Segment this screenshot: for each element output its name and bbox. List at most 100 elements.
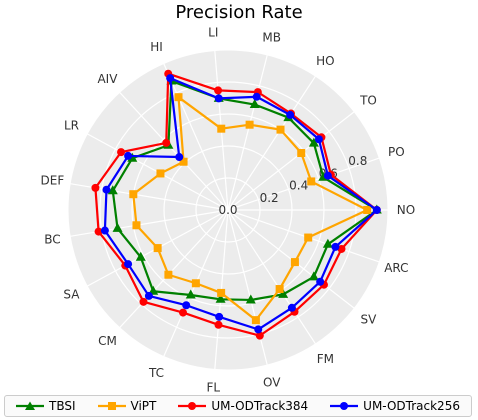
data-point <box>112 222 123 232</box>
axis-label-sa: SA <box>63 288 80 302</box>
data-point <box>214 94 223 103</box>
data-point <box>308 271 319 281</box>
axis-label-to: TO <box>359 94 377 108</box>
data-point <box>363 206 372 214</box>
axis-label-sv: SV <box>361 312 378 326</box>
data-point <box>91 183 100 192</box>
data-point <box>249 99 260 109</box>
data-point <box>144 291 153 300</box>
grid-spoke <box>227 209 380 263</box>
data-point <box>182 301 191 310</box>
grid-spoke <box>227 111 355 211</box>
data-point <box>287 303 296 312</box>
axis-label-arc: ARC <box>384 261 408 275</box>
data-point <box>290 258 299 267</box>
data-point <box>107 185 118 195</box>
legend-item-um-odtrack384: UM-ODTrack384 <box>178 399 308 413</box>
data-point <box>175 153 184 162</box>
data-point <box>304 233 313 242</box>
legend-label: UM-ODTrack384 <box>211 399 309 413</box>
axis-label-no: NO <box>397 203 415 217</box>
data-point <box>297 149 306 158</box>
axis-label-cm: CM <box>98 334 117 348</box>
data-point <box>251 316 260 325</box>
data-point <box>214 320 223 329</box>
data-point <box>307 177 316 186</box>
data-point <box>245 120 254 129</box>
legend-marker-circle <box>330 402 359 410</box>
axis-label-bc: BC <box>44 232 60 246</box>
axis-label-fm: FM <box>317 352 334 366</box>
data-point <box>316 277 325 286</box>
radar-axis-labels: NO PO TO HO MB LI HI AIV LR DEF BC SA CM TC FL OV FM SV AR… <box>41 26 416 395</box>
data-point <box>135 251 146 261</box>
data-point <box>185 289 196 299</box>
data-point <box>308 137 319 147</box>
data-point <box>275 285 284 294</box>
data-point <box>286 110 295 119</box>
data-point <box>215 312 224 321</box>
grid-spoke <box>119 209 229 329</box>
data-point <box>174 93 183 102</box>
legend-item-um-odtrack256: UM-ODTrack256 <box>330 399 460 413</box>
data-point <box>254 325 263 334</box>
axis-label-ho: HO <box>316 54 334 68</box>
chart-legend: TBSI ViPT UM-ODTrack384 UM-ODTrack256 <box>4 395 472 417</box>
data-point <box>372 206 381 214</box>
legend-label: UM-ODTrack256 <box>363 399 460 413</box>
axis-label-mb: MB <box>262 30 281 44</box>
grid-spoke <box>163 63 229 211</box>
data-point <box>255 331 264 340</box>
series-vipt <box>129 93 372 325</box>
legend-marker-square <box>97 402 126 410</box>
grid-spoke <box>227 157 380 211</box>
data-point <box>179 157 188 166</box>
series-line <box>94 72 378 337</box>
axis-label-tc: TC <box>148 366 164 380</box>
tick-label: 0.8 <box>348 154 367 168</box>
radar-chart: Precision Rate NO PO TO HO MB LI HI AIV LR DEF BC S… <box>41 2 416 395</box>
data-point <box>162 138 171 147</box>
axis-label-ov: OV <box>263 376 281 390</box>
grid-spoke <box>227 75 317 211</box>
data-point <box>215 293 226 303</box>
data-point <box>214 86 223 95</box>
chart-title: Precision Rate <box>175 2 302 23</box>
axis-label-po: PO <box>388 145 405 159</box>
data-point <box>139 297 148 306</box>
data-point <box>132 221 141 230</box>
data-point <box>278 288 289 298</box>
data-point <box>100 226 109 235</box>
data-point <box>117 148 126 157</box>
series-um-odtrack256 <box>100 74 381 334</box>
data-point <box>129 190 138 199</box>
data-point <box>164 270 173 279</box>
axis-label-hi: HI <box>150 40 163 54</box>
tick-label: 0.2 <box>260 191 279 205</box>
data-point <box>166 74 175 83</box>
data-point <box>124 260 133 269</box>
data-point <box>217 288 226 297</box>
axis-label-li: LI <box>208 26 218 40</box>
data-point <box>102 185 111 194</box>
data-point <box>179 308 188 317</box>
grid-spoke <box>227 209 317 345</box>
data-point <box>153 244 162 253</box>
data-point <box>276 125 285 134</box>
legend-item-vipt: ViPT <box>97 399 156 413</box>
series-line <box>111 79 378 302</box>
data-point <box>156 169 165 178</box>
data-point <box>94 227 103 236</box>
axis-label-def: DEF <box>41 174 65 188</box>
legend-marker-circle <box>178 402 207 410</box>
legend-marker-triangle <box>16 401 44 410</box>
data-point <box>337 244 346 253</box>
data-point <box>217 124 226 133</box>
axis-label-lr: LR <box>64 118 79 132</box>
tick-label: 0.0 <box>218 203 237 217</box>
grid-spoke <box>119 91 229 211</box>
data-point <box>322 238 333 248</box>
radar-series <box>91 69 382 340</box>
data-point <box>331 242 340 251</box>
legend-label: TBSI <box>49 399 76 413</box>
